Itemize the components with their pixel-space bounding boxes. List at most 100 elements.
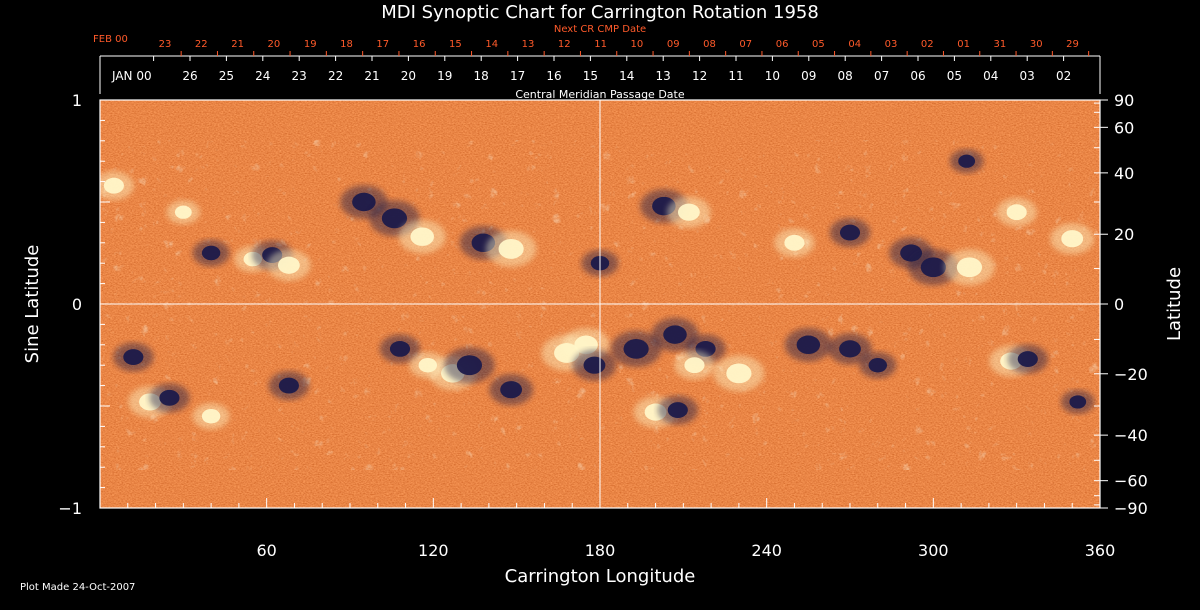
positive-region (398, 219, 446, 254)
x-tick-label: 240 (751, 541, 782, 560)
next-cr-date-label: 29 (1066, 39, 1079, 50)
positive-region (667, 196, 711, 228)
region-core (277, 256, 300, 274)
next-cr-first-label: FEB 00 (93, 34, 128, 45)
negative-region (1060, 389, 1095, 414)
latitude-tick-label: 40 (1114, 164, 1134, 183)
positive-region (100, 171, 135, 201)
x-tick-label: 180 (585, 541, 616, 560)
cmp-date-label: 06 (910, 69, 925, 83)
region-core (623, 338, 649, 359)
negative-region (489, 374, 533, 406)
latitude-tick-label: 60 (1114, 118, 1134, 137)
x-axis-title: Carrington Longitude (505, 566, 696, 587)
positive-region (192, 403, 230, 430)
next-cr-date-label: 22 (195, 39, 208, 50)
region-core (726, 363, 752, 384)
cmp-date-label: 04 (983, 69, 998, 83)
latitude-tick-label: −90 (1114, 499, 1148, 518)
positive-region (267, 249, 311, 281)
axes: 60 120 180 240 300 36010−1906040200−20−40−60−… (58, 39, 1147, 560)
region-core (868, 357, 888, 373)
magnetic-regions (100, 149, 1095, 430)
next-cr-date-label: 18 (340, 39, 353, 50)
region-core (410, 227, 434, 246)
region-core (498, 239, 524, 259)
next-cr-date-label: 01 (957, 39, 970, 50)
latitude-axis-title: Latitude (1164, 267, 1185, 341)
negative-region (657, 395, 698, 425)
region-core (677, 203, 700, 221)
next-cr-date-label: 21 (231, 39, 244, 50)
positive-region (166, 200, 201, 225)
positive-region (774, 228, 815, 258)
negative-region (610, 330, 662, 367)
next-cr-date-label: 05 (812, 39, 825, 50)
next-cr-axis-title: Next CR CMP Date (554, 24, 646, 35)
positive-region (1050, 223, 1095, 255)
cmp-date-label: 02 (1056, 69, 1071, 83)
region-core (574, 335, 598, 355)
negative-region (829, 218, 871, 248)
next-cr-date-label: 10 (631, 39, 644, 50)
next-cr-date-label: 07 (739, 39, 752, 50)
next-cr-date-label: 19 (304, 39, 317, 50)
negative-region (379, 334, 421, 364)
next-cr-date-label: 16 (413, 39, 426, 50)
negative-region (149, 383, 190, 413)
region-core (667, 402, 688, 418)
cmp-date-label: 18 (474, 69, 489, 83)
region-core (381, 208, 408, 229)
cmp-date-label: 22 (328, 69, 343, 83)
next-cr-date-label: 06 (776, 39, 789, 50)
negative-region (784, 328, 832, 362)
region-core (500, 381, 523, 399)
y-tick-label: 1 (72, 91, 82, 110)
positive-region (674, 350, 715, 380)
next-cr-date-label: 11 (594, 39, 607, 50)
next-cr-date-label: 14 (485, 39, 498, 50)
region-core (1069, 395, 1087, 409)
cmp-date-label: 25 (219, 69, 234, 83)
negative-region (572, 349, 617, 381)
region-core (956, 257, 983, 278)
latitude-tick-label: 90 (1114, 91, 1134, 110)
next-cr-date-label: 31 (994, 39, 1007, 50)
region-core (839, 340, 861, 358)
next-cr-date-label: 20 (268, 39, 281, 50)
positive-region (944, 249, 995, 286)
region-core (1006, 204, 1027, 221)
cmp-date-label: 07 (874, 69, 889, 83)
next-cr-date-label: 03 (885, 39, 898, 50)
next-cr-date-label: 15 (449, 39, 462, 50)
cmp-axis-title: Central Meridian Passage Date (515, 88, 684, 101)
next-cr-date-label: 23 (159, 39, 172, 50)
region-core (103, 177, 124, 194)
cmp-date-label: 14 (619, 69, 634, 83)
region-core (784, 234, 805, 251)
region-core (201, 408, 221, 424)
next-cr-date-label: 04 (848, 39, 861, 50)
negative-region (268, 371, 310, 400)
latitude-tick-label: −60 (1114, 472, 1148, 491)
region-core (663, 325, 687, 344)
region-core (201, 245, 221, 261)
x-tick-label: 60 (256, 541, 276, 560)
next-cr-date-label: 17 (376, 39, 389, 50)
y-tick-label: 0 (72, 295, 82, 314)
next-cr-date-label: 12 (558, 39, 571, 50)
negative-region (908, 249, 959, 286)
negative-region (828, 333, 872, 365)
region-core (839, 224, 861, 241)
positive-region (996, 197, 1037, 227)
cmp-date-label: 23 (292, 69, 307, 83)
cmp-first-label: JAN 00 (111, 69, 152, 83)
cmp-date-label: 10 (765, 69, 780, 83)
cmp-date-label: 26 (182, 69, 197, 83)
cmp-date-label: 17 (510, 69, 525, 83)
region-core (278, 377, 299, 394)
region-core (796, 335, 821, 355)
cmp-date-label: 08 (838, 69, 853, 83)
region-core (1017, 351, 1038, 367)
